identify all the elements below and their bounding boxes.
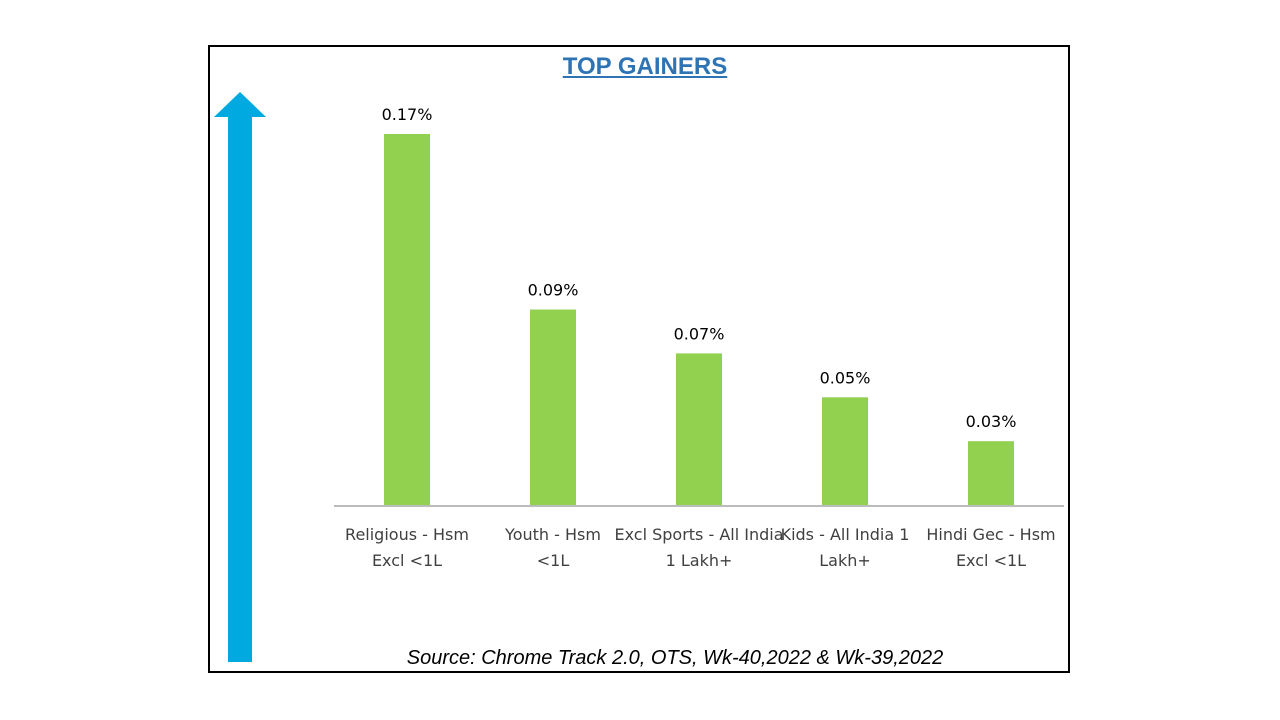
data-label: 0.07% — [674, 324, 725, 343]
category-label-line: Religious - Hsm — [345, 525, 469, 544]
category-label-line: Excl <1L — [956, 551, 1026, 570]
data-label: 0.05% — [820, 368, 871, 387]
data-label: 0.17% — [382, 105, 433, 124]
bar — [966, 439, 1016, 508]
source-note: Source: Chrome Track 2.0, OTS, Wk-40,202… — [406, 647, 944, 669]
category-label: Youth - Hsm <1L — [504, 525, 601, 570]
bar — [674, 351, 724, 508]
chart-title: TOP GAINERS — [562, 53, 728, 80]
category-label-line: Kids - All India 1 — [781, 525, 910, 544]
category-label: Hindi Gec - Hsm Excl <1L — [926, 525, 1055, 570]
category-label-line: 1 Lakh+ — [666, 551, 733, 570]
bar — [382, 132, 432, 507]
bar — [528, 307, 578, 507]
category-label: Kids - All India 1 Lakh+ — [781, 525, 910, 570]
category-label: Religious - Hsm Excl <1L — [345, 525, 469, 570]
category-label-line: Youth - Hsm — [504, 525, 601, 544]
data-label: 0.03% — [966, 412, 1017, 431]
bars-layer — [382, 132, 1016, 508]
category-label-line: <1L — [537, 551, 570, 570]
bar — [820, 395, 870, 508]
data-label: 0.09% — [528, 281, 579, 300]
labels-layer: 0.17% Religious - Hsm Excl <1L 0.09% Youth -… — [345, 105, 1056, 570]
category-label-line: Excl <1L — [372, 551, 442, 570]
category-label-line: Hindi Gec - Hsm — [926, 525, 1055, 544]
category-label: Excl Sports - All India 1 Lakh+ — [614, 525, 783, 570]
chart-frame — [208, 45, 1070, 673]
category-label-line: Excl Sports - All India — [614, 525, 783, 544]
category-label-line: Lakh+ — [819, 551, 871, 570]
up-arrow-icon — [214, 92, 266, 662]
